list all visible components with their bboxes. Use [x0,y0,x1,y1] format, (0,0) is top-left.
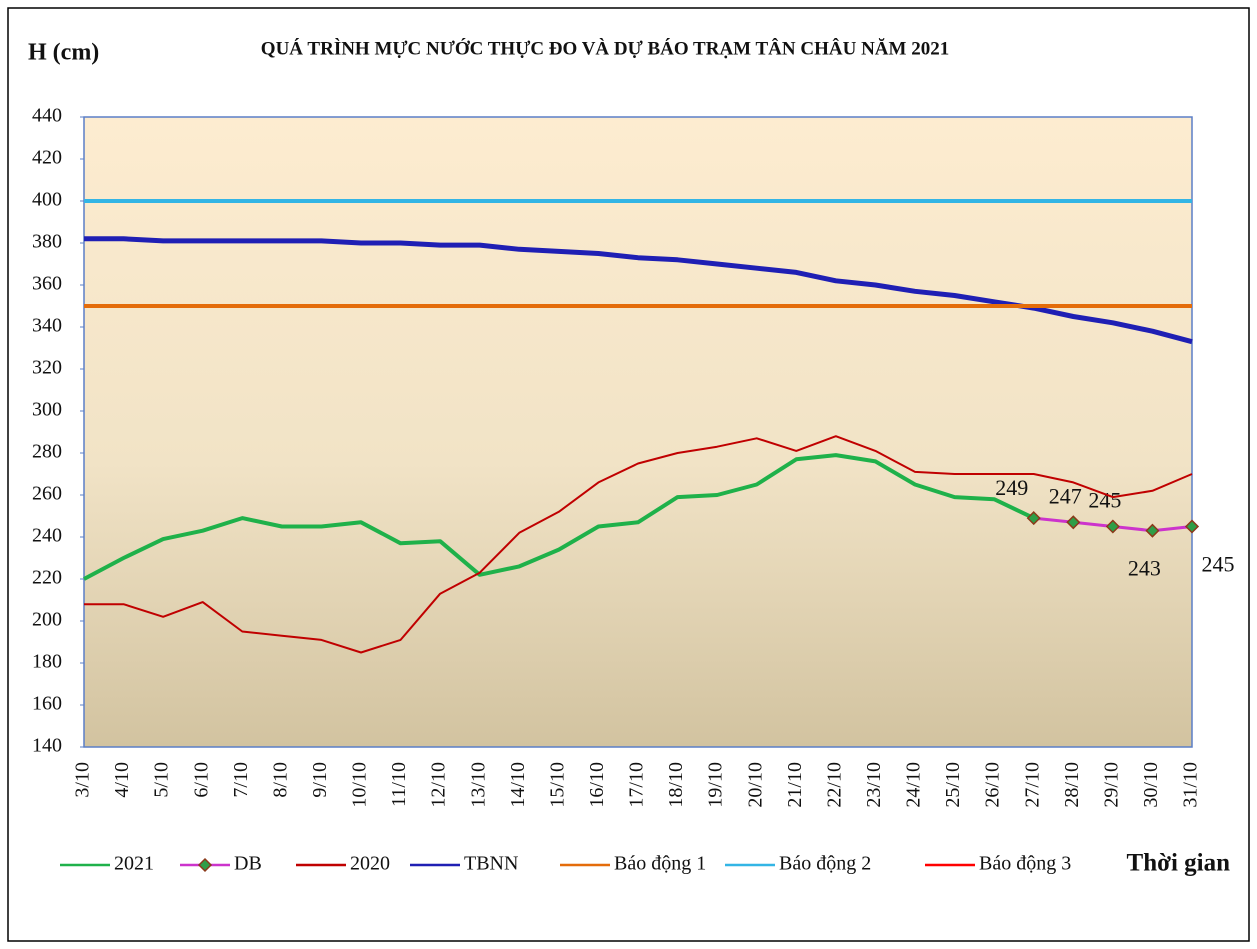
x-tick-label: 10/10 [349,762,371,808]
x-tick-label: 18/10 [665,762,687,808]
y-tick-label: 320 [32,357,62,379]
marker [1105,519,1120,534]
plot-area [83,116,1193,748]
x-tick-label: 9/10 [309,762,331,798]
x-tick-label: 22/10 [823,762,845,808]
x-tick-label: 23/10 [863,762,885,808]
marker [1145,523,1160,538]
y-tick-label: 400 [32,189,62,211]
legend-label: Báo động 2 [779,853,871,875]
x-tick-label: 14/10 [507,762,529,808]
x-tick-label: 17/10 [626,762,648,808]
y-tick-label: 180 [32,651,62,673]
y-tick-label: 200 [32,609,62,631]
x-tick-label: 16/10 [586,762,608,808]
legend-label: Báo động 3 [979,853,1071,875]
x-tick-label: 19/10 [705,762,727,808]
legend-label: 2020 [350,853,390,875]
x-tick-label: 31/10 [1180,762,1202,808]
legend-label: 2021 [114,853,154,875]
y-tick-label: 340 [32,315,62,337]
y-axis-label: H (cm) [28,40,99,66]
x-tick-label: 15/10 [546,762,568,808]
x-tick-label: 21/10 [784,762,806,808]
data-label: 245 [1202,552,1235,577]
y-tick-label: 420 [32,147,62,169]
chart-title: QUÁ TRÌNH MỰC NƯỚC THỰC ĐO VÀ DỰ BÁO TRẠ… [261,37,949,59]
x-tick-label: 20/10 [744,762,766,808]
data-label: 247 [1049,483,1082,508]
x-tick-label: 28/10 [1061,762,1083,808]
y-tick-label: 160 [32,693,62,715]
x-tick-label: 4/10 [111,762,133,798]
y-tick-label: 140 [32,735,62,757]
marker [1184,519,1200,534]
x-axis-label: Thời gian [1127,850,1231,877]
x-tick-label: 8/10 [269,762,291,798]
x-tick-label: 3/10 [72,762,94,798]
y-tick-label: 280 [32,441,62,463]
marker [1066,515,1081,530]
y-tick-label: 380 [32,231,62,253]
x-tick-label: 7/10 [230,762,252,798]
legend-label: DB [234,853,262,875]
marker [1026,511,1041,526]
legend-label: Báo động 1 [614,853,706,875]
x-tick-label: 26/10 [982,762,1004,808]
series-line [83,453,1035,581]
y-tick-label: 360 [32,273,62,295]
y-tick-label: 220 [32,567,62,589]
y-tick-label: 300 [32,399,62,421]
x-tick-label: 29/10 [1100,762,1122,808]
data-label: 249 [995,475,1028,500]
x-tick-label: 24/10 [903,762,925,808]
y-tick-label: 240 [32,525,62,547]
x-tick-label: 30/10 [1140,762,1162,808]
data-label: 243 [1128,556,1161,581]
y-tick-label: 260 [32,483,62,505]
x-tick-label: 6/10 [190,762,212,798]
data-label: 245 [1088,488,1121,513]
legend-marker [197,857,213,873]
x-tick-label: 25/10 [942,762,964,808]
y-tick-label: 440 [32,105,62,127]
legend-label: TBNN [464,853,518,875]
x-tick-label: 12/10 [428,762,450,808]
x-tick-label: 11/10 [388,762,410,807]
series-line [84,236,1193,345]
x-tick-label: 27/10 [1021,762,1043,808]
x-tick-label: 5/10 [151,762,173,798]
x-tick-label: 13/10 [467,762,489,808]
series-line [84,435,1193,654]
